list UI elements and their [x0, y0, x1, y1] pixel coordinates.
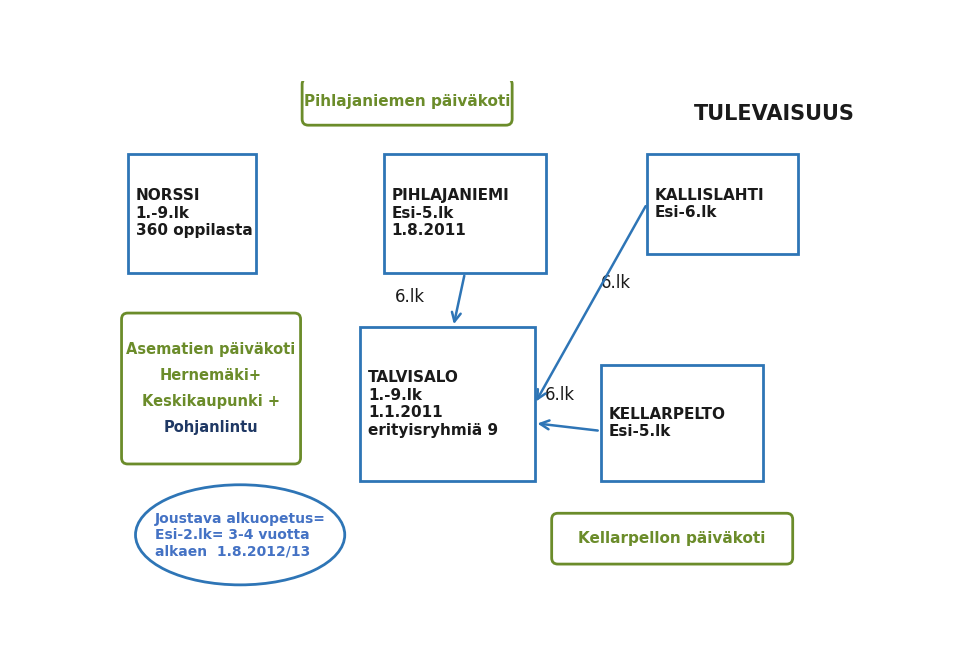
FancyBboxPatch shape: [122, 313, 300, 464]
FancyBboxPatch shape: [128, 154, 255, 273]
FancyBboxPatch shape: [552, 513, 793, 564]
Text: Kellarpellon päiväkoti: Kellarpellon päiväkoti: [579, 531, 766, 546]
Text: KALLISLAHTI
Esi-6.lk: KALLISLAHTI Esi-6.lk: [655, 187, 764, 220]
FancyBboxPatch shape: [360, 327, 535, 481]
FancyBboxPatch shape: [601, 366, 763, 481]
Text: KELLARPELTO
Esi-5.lk: KELLARPELTO Esi-5.lk: [609, 407, 725, 440]
FancyBboxPatch shape: [383, 154, 546, 273]
Text: TALVISALO
1.-9.lk
1.1.2011
erityisryhmiä 9: TALVISALO 1.-9.lk 1.1.2011 erityisryhmiä…: [368, 370, 498, 437]
Text: Keskikaupunki +: Keskikaupunki +: [142, 394, 280, 409]
Text: 6.lk: 6.lk: [544, 386, 575, 404]
Text: Asematien päiväkoti: Asematien päiväkoti: [127, 342, 296, 357]
Text: NORSSI
1.-9.lk
360 oppilasta: NORSSI 1.-9.lk 360 oppilasta: [135, 189, 252, 238]
Text: Joustava alkuopetus=
Esi-2.lk= 3-4 vuotta
alkaen  1.8.2012/13: Joustava alkuopetus= Esi-2.lk= 3-4 vuott…: [155, 511, 325, 558]
Text: TULEVAISUUS: TULEVAISUUS: [694, 103, 855, 123]
Text: PIHLAJANIEMI
Esi-5.lk
1.8.2011: PIHLAJANIEMI Esi-5.lk 1.8.2011: [392, 189, 509, 238]
Text: Pohjanlintu: Pohjanlintu: [164, 420, 258, 435]
Text: 6.lk: 6.lk: [396, 289, 425, 306]
Text: 6.lk: 6.lk: [601, 274, 631, 293]
Text: Hernemäki+: Hernemäki+: [160, 368, 262, 383]
Ellipse shape: [135, 484, 345, 585]
FancyBboxPatch shape: [647, 154, 798, 254]
Text: Pihlajaniemen päiväkoti: Pihlajaniemen päiväkoti: [304, 94, 511, 109]
FancyBboxPatch shape: [302, 79, 512, 125]
